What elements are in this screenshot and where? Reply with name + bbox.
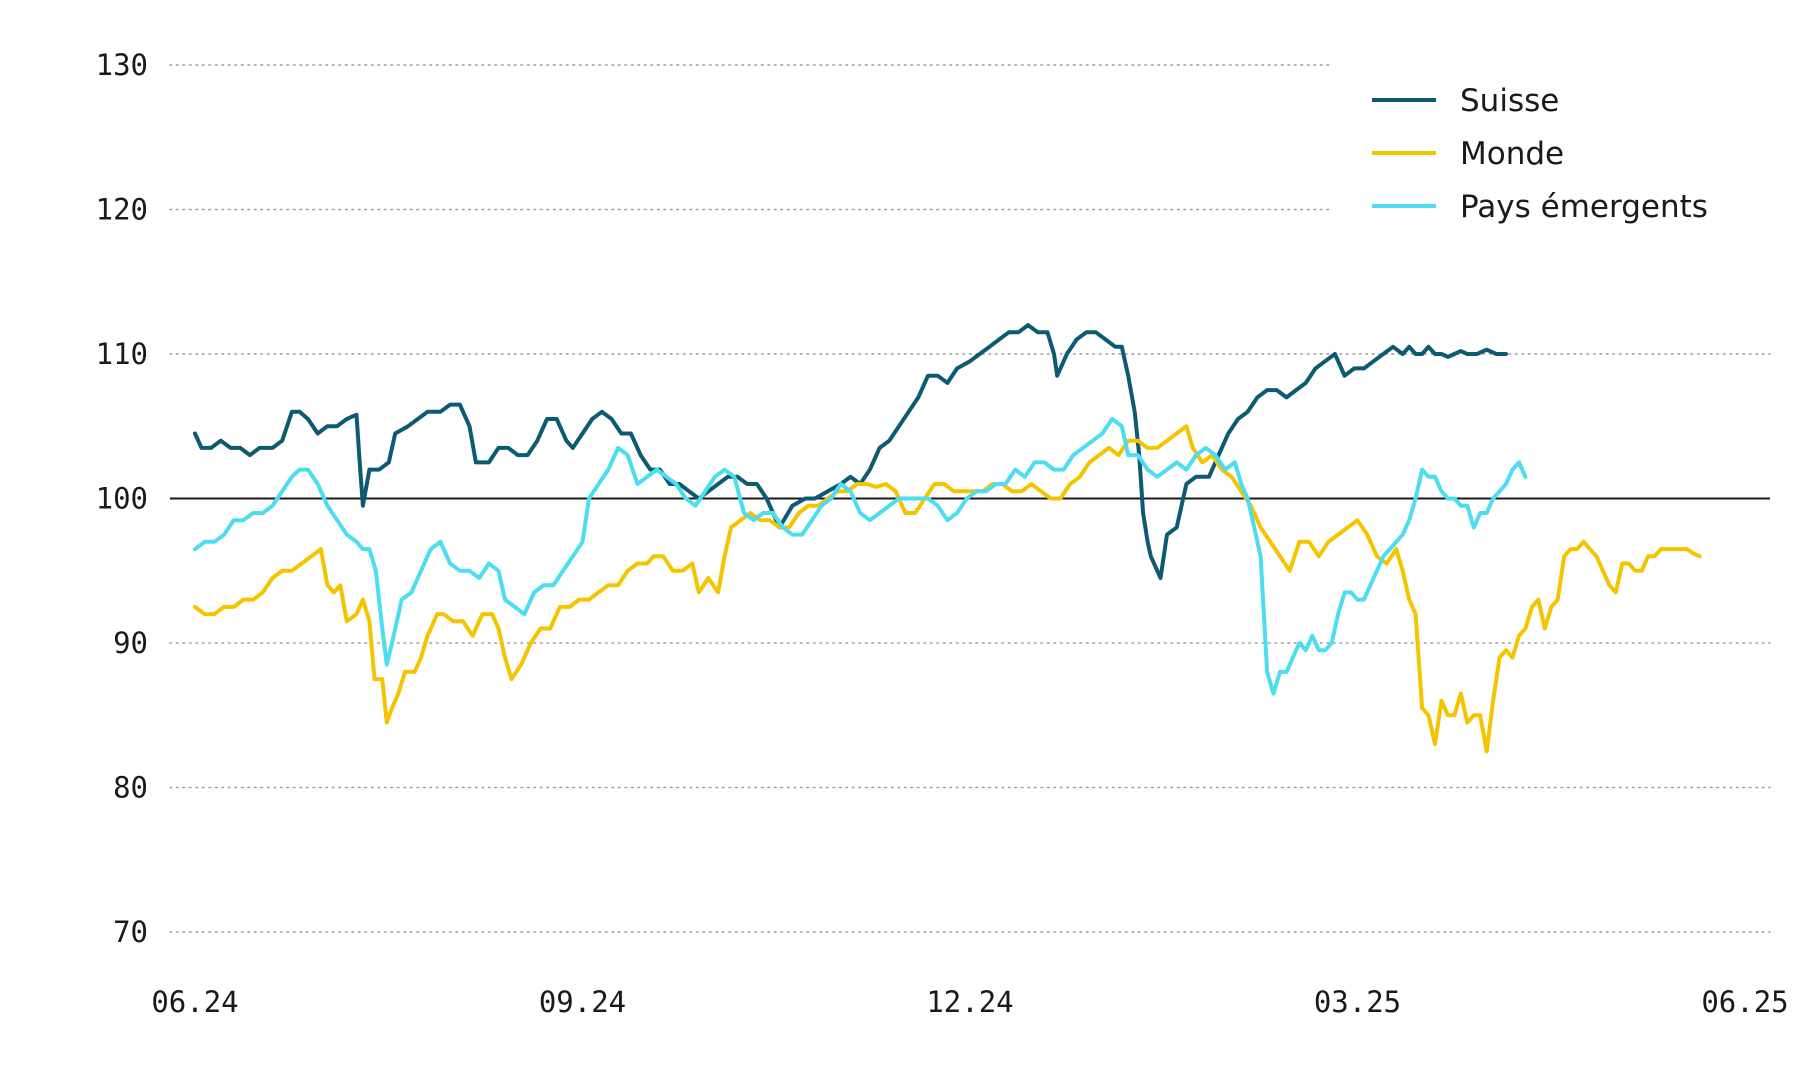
y-tick-label: 90: [113, 626, 148, 660]
y-tick-label: 100: [96, 482, 148, 516]
x-tick-label: 09.24: [539, 985, 626, 1019]
gridlines: [169, 64, 1771, 933]
x-tick-label: 06.25: [1701, 985, 1788, 1019]
series-line-0: [193, 323, 1508, 580]
y-tick-label: 130: [96, 48, 148, 82]
legend-label-0: Suisse: [1460, 83, 1559, 119]
legend: Suisse Monde Pays émergents: [1372, 83, 1708, 225]
x-tick-label: 12.24: [926, 985, 1013, 1019]
x-tick-label: 03.25: [1314, 985, 1401, 1019]
y-axis-ticks: 70 80 90 100 110 120 130: [96, 48, 148, 949]
series-lines: [193, 323, 1702, 754]
legend-label-2: Pays émergents: [1460, 189, 1708, 225]
y-tick-label: 80: [113, 771, 148, 805]
y-tick-label: 110: [96, 337, 148, 371]
x-axis-ticks: 06.24 09.24 12.24 03.25 06.25: [151, 985, 1788, 1019]
x-tick-label: 06.24: [151, 985, 238, 1019]
series-line-2: [193, 417, 1528, 696]
y-tick-label: 70: [113, 915, 148, 949]
legend-label-1: Monde: [1460, 136, 1564, 172]
y-tick-label: 120: [96, 193, 148, 227]
series-line-1: [193, 424, 1702, 754]
